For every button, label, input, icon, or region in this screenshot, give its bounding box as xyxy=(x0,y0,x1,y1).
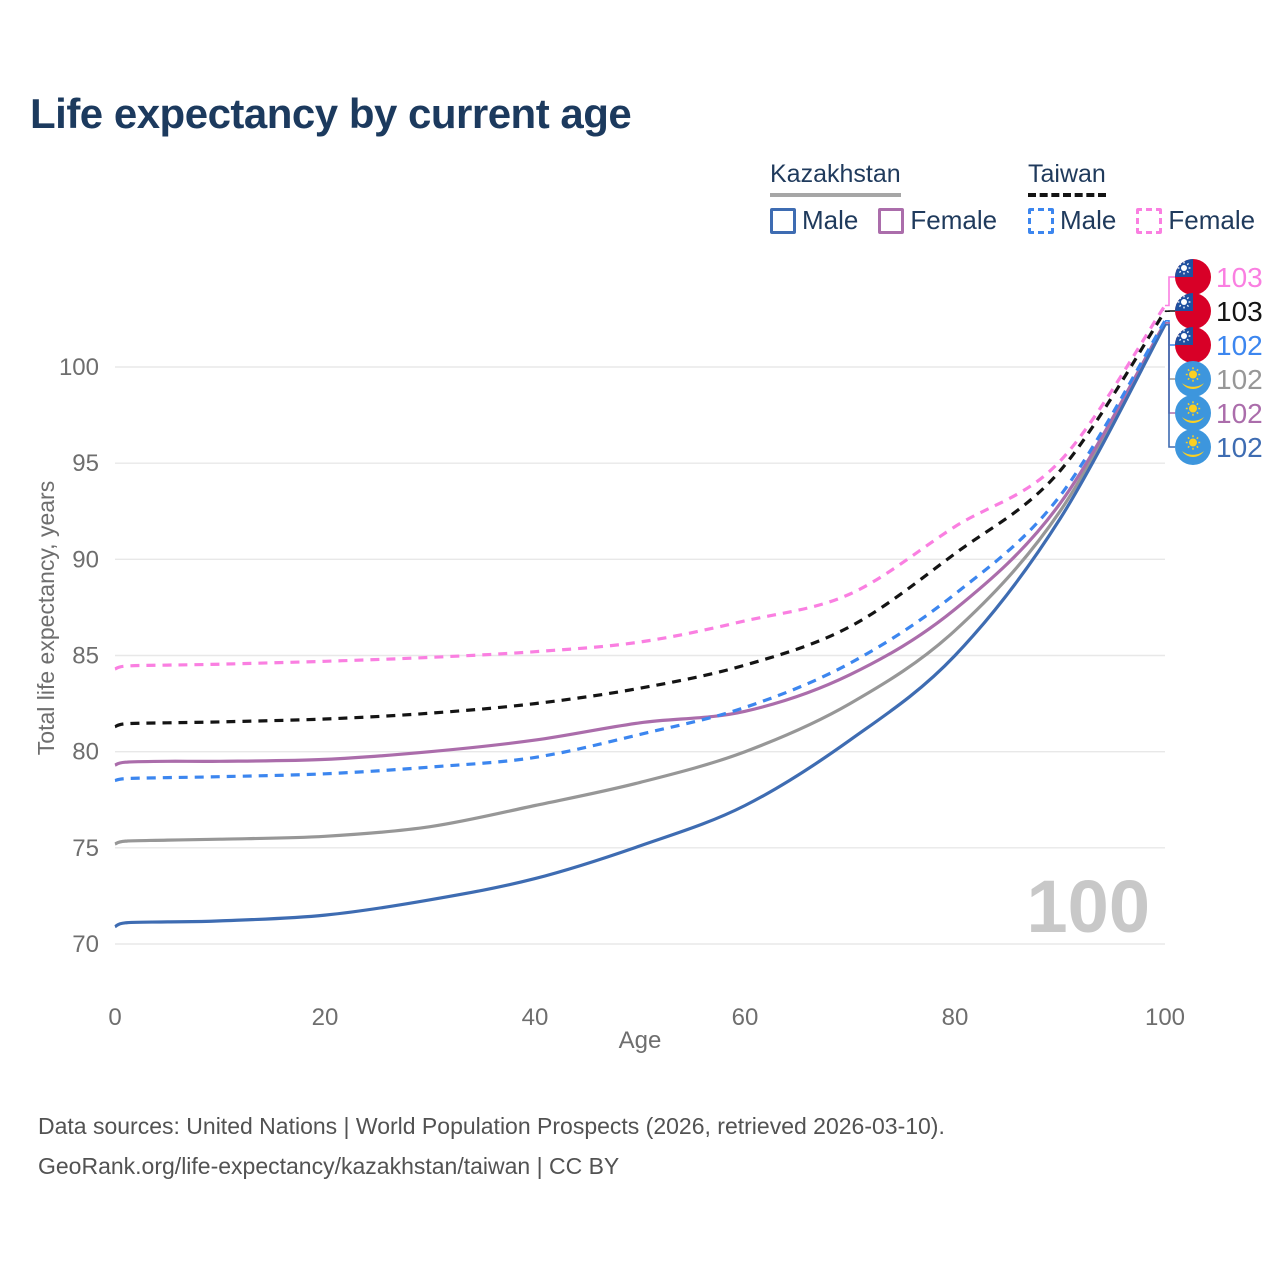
kazakhstan-flag-eagle xyxy=(1182,383,1204,389)
kazakhstan-flag-sun-ray xyxy=(1196,445,1199,449)
kazakhstan-flag-eagle xyxy=(1182,451,1204,457)
kazakhstan-flag-sun xyxy=(1189,438,1197,447)
legend-label-kazakhstan-female: Female xyxy=(910,205,998,235)
series-line-taiwan-male xyxy=(114,319,1167,783)
kazakhstan-flag-sun-ray xyxy=(1187,402,1190,406)
legend-label-taiwan-male: Male xyxy=(1060,205,1117,235)
kazakhstan-solid-line-sample xyxy=(770,193,901,197)
taiwan-flag-sun-ray xyxy=(1179,263,1182,266)
x-tick-label-0: 0 xyxy=(108,1004,121,1031)
legend-group-taiwan: Taiwan Male Female xyxy=(1028,160,1275,236)
kazakhstan-flag-sun xyxy=(1189,370,1197,379)
kazakhstan-flag-sun-ray xyxy=(1187,368,1190,372)
legend-swatch-kazakhstan-female xyxy=(878,207,905,234)
kazakhstan-flag-sun-ray xyxy=(1196,402,1199,406)
y-tick-label-95: 95 xyxy=(72,450,99,477)
series-line-kazakhstan-female xyxy=(114,321,1167,767)
kazakhstan-flag-eagle xyxy=(1182,417,1204,423)
end-connector-kazakhstan-both xyxy=(1165,322,1175,380)
taiwan-flag-sun-ray xyxy=(1186,270,1189,273)
end-value-label-taiwan-both: 103 xyxy=(1216,296,1263,327)
kazakhstan-flag-sun-ray xyxy=(1196,436,1199,440)
taiwan-flag-sun-ray xyxy=(1186,304,1189,307)
kazakhstan-flag-sun-ray xyxy=(1187,445,1190,449)
y-tick-label-100: 100 xyxy=(59,354,99,381)
end-value-label-kazakhstan-both: 102 xyxy=(1216,364,1263,395)
kazakhstan-flag-icon xyxy=(1175,395,1211,431)
taiwan-flag-sun-ray xyxy=(1179,297,1182,300)
kazakhstan-flag-icon xyxy=(1175,361,1211,397)
y-tick-label-85: 85 xyxy=(72,643,99,670)
end-connector-taiwan-female xyxy=(1165,276,1175,307)
kazakhstan-flag-sun-ray xyxy=(1196,368,1199,372)
legend-swatch-kazakhstan-male xyxy=(770,207,796,234)
taiwan-flag-sun-ray xyxy=(1186,338,1189,341)
series-line-taiwan-both xyxy=(114,310,1167,729)
taiwan-flag-sun xyxy=(1181,299,1187,305)
y-axis-title: Total life expectancy, years xyxy=(33,480,59,756)
taiwan-flag-sun-ray xyxy=(1179,270,1182,273)
legend-label-taiwan-female: Female xyxy=(1168,205,1256,235)
data-sources-line: Data sources: United Nations | World Pop… xyxy=(38,1113,945,1139)
y-tick-label-75: 75 xyxy=(72,835,99,862)
y-tick-label-90: 90 xyxy=(72,546,99,573)
attribution-line: GeoRank.org/life-expectancy/kazakhstan/t… xyxy=(38,1153,620,1179)
x-tick-label-20: 20 xyxy=(312,1004,339,1031)
x-tick-label-100: 100 xyxy=(1145,1004,1185,1031)
legend-swatch-taiwan-male xyxy=(1028,207,1054,234)
y-tick-label-70: 70 xyxy=(72,931,99,958)
kazakhstan-flag-sun-ray xyxy=(1187,377,1190,381)
end-connector-kazakhstan-female xyxy=(1165,322,1175,414)
taiwan-dashed-line-sample xyxy=(1028,193,1106,197)
end-value-label-kazakhstan-male: 102 xyxy=(1216,432,1263,463)
legend-country-kazakhstan: Kazakhstan xyxy=(770,160,901,188)
legend-country-taiwan: Taiwan xyxy=(1028,160,1106,188)
series-line-taiwan-female xyxy=(114,304,1167,671)
end-connector-kazakhstan-male xyxy=(1165,323,1175,448)
kazakhstan-flag-sun-ray xyxy=(1196,377,1199,381)
legend-group-kazakhstan: Kazakhstan Male Female xyxy=(770,160,1017,236)
footer: Data sources: United Nations | World Pop… xyxy=(38,1106,945,1186)
taiwan-flag-sun xyxy=(1181,333,1187,339)
y-tick-label-80: 80 xyxy=(72,739,99,766)
age-watermark: 100 xyxy=(1026,865,1150,948)
taiwan-flag-sun-ray xyxy=(1186,297,1189,300)
taiwan-flag-sun-ray xyxy=(1179,338,1182,341)
kazakhstan-flag-sun-ray xyxy=(1187,411,1190,415)
kazakhstan-flag-sun-ray xyxy=(1187,436,1190,440)
page-title: Life expectancy by current age xyxy=(30,90,632,137)
legend-label-kazakhstan-male: Male xyxy=(802,205,859,235)
taiwan-flag-sun xyxy=(1181,265,1187,271)
kazakhstan-flag-sun xyxy=(1189,404,1197,413)
x-tick-label-60: 60 xyxy=(732,1004,759,1031)
kazakhstan-flag-sun-ray xyxy=(1196,411,1199,415)
end-value-label-taiwan-female: 103 xyxy=(1216,262,1263,293)
kazakhstan-flag-icon xyxy=(1175,429,1211,465)
series-line-kazakhstan-both xyxy=(114,322,1167,846)
legend-swatch-taiwan-female xyxy=(1136,207,1163,234)
end-value-label-kazakhstan-female: 102 xyxy=(1216,398,1263,429)
x-axis-title: Age xyxy=(618,1027,662,1054)
taiwan-flag-sun-ray xyxy=(1179,304,1182,307)
series-line-kazakhstan-male xyxy=(114,323,1167,929)
taiwan-flag-sun-ray xyxy=(1186,263,1189,266)
x-tick-label-40: 40 xyxy=(522,1004,549,1031)
taiwan-flag-sun-ray xyxy=(1186,331,1189,334)
end-value-label-taiwan-male: 102 xyxy=(1216,330,1263,361)
x-tick-label-80: 80 xyxy=(942,1004,969,1031)
taiwan-flag-sun-ray xyxy=(1179,331,1182,334)
